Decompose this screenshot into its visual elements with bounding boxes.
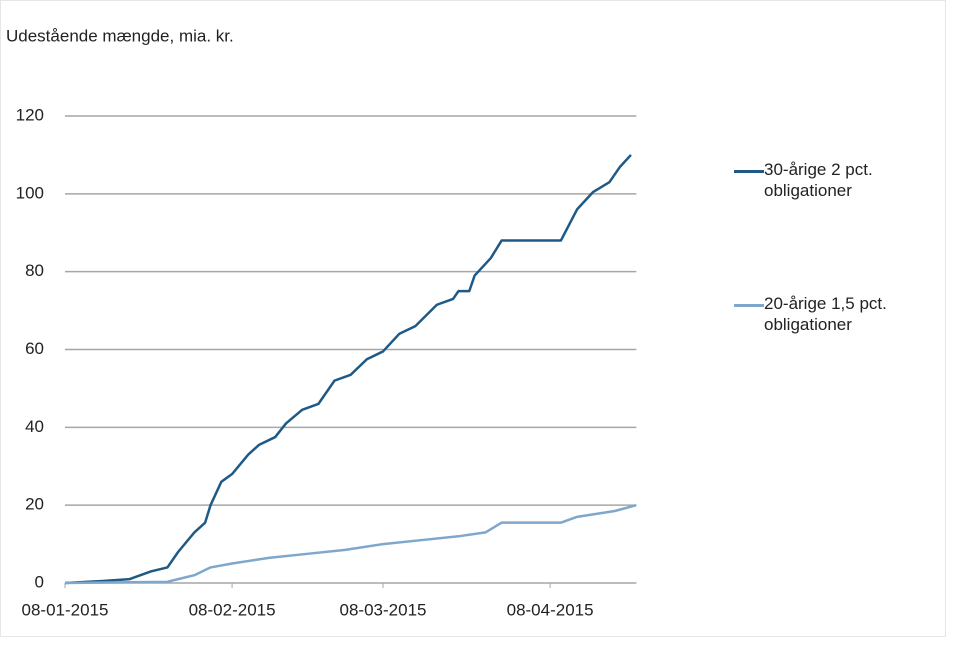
y-tick-label: 80 [25, 261, 44, 280]
y-tick-label: 20 [25, 495, 44, 514]
legend-item: 30-årige 2 pct. obligationer [734, 159, 949, 201]
x-tick-label: 08-02-2015 [189, 600, 276, 619]
y-tick-label: 40 [25, 417, 44, 436]
line [64, 154, 632, 585]
x-tick-label: 08-01-2015 [22, 600, 109, 619]
legend-item: 20-årige 1,5 pct. obligationer [734, 293, 949, 335]
line [64, 503, 637, 585]
chart-title: Udestående mængde, mia. kr. [6, 26, 234, 45]
legend-swatch [734, 170, 764, 173]
y-tick-label: 120 [16, 105, 44, 124]
y-tick-label: 100 [16, 183, 44, 202]
x-tick-label: 08-03-2015 [340, 600, 427, 619]
x-tick-label: 08-04-2015 [507, 600, 594, 619]
legend-label: 20-årige 1,5 pct. obligationer [764, 294, 887, 334]
legend-swatch [734, 304, 764, 307]
legend-label: 30-årige 2 pct. obligationer [764, 160, 873, 200]
frame [0, 0, 946, 637]
y-tick-label: 0 [35, 572, 44, 591]
y-tick-label: 60 [25, 339, 44, 358]
